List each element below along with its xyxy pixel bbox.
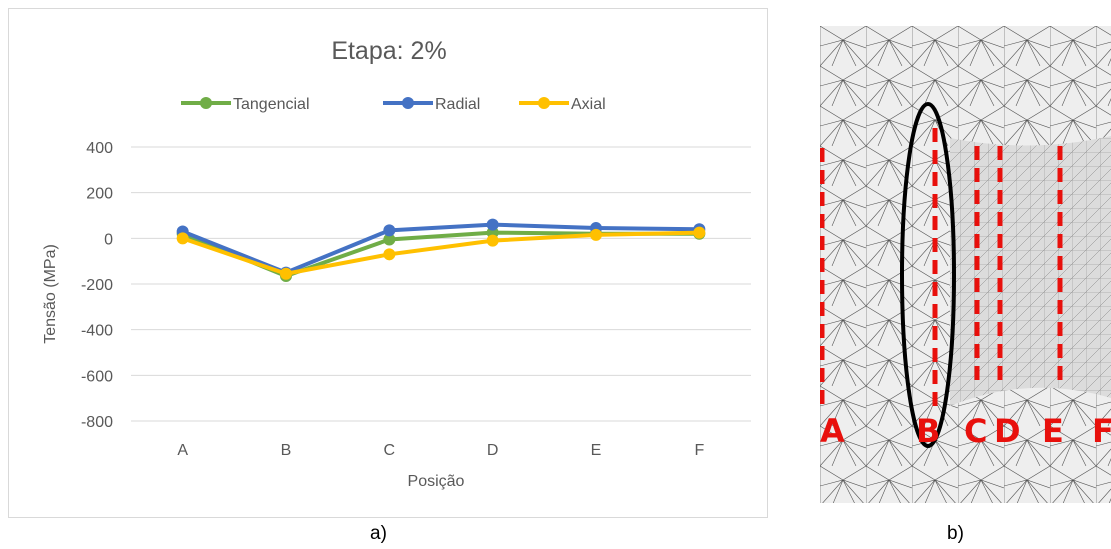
series-line-axial [182,230,700,276]
section-lines [820,128,1063,408]
y-tick-label: -400 [81,323,113,340]
y-tick-label: -800 [81,414,113,431]
legend-label-tangencial: Tangencial [233,96,310,113]
chart-title: Etapa: 2% [331,37,446,65]
series-line-tangencial [181,230,700,279]
x-tick-label: C [384,442,396,459]
y-tick-label: -200 [81,277,113,294]
legend-marker-axial [538,97,550,109]
data-point-tangencial [383,233,396,246]
section-label-e: E [1042,412,1064,450]
data-point-axial [486,234,499,247]
section-label-d: D [994,412,1021,450]
x-tick-label: B [281,442,292,459]
section-label-c: C [964,412,987,450]
y-tick-label: 400 [86,140,113,157]
y-tick-label: -600 [81,368,113,385]
x-tick-label: A [177,442,188,459]
highlight-ellipse [900,102,956,448]
y-tick-label: 200 [86,186,113,203]
legend-marker-tangencial [200,97,212,109]
x-tick-label: F [694,442,704,459]
data-point-axial [280,267,292,280]
caption-a: a) [370,523,387,544]
line-chart: Etapa: 2% Tangencial Radial Axial 400 200 0 -… [42,37,751,490]
section-label-a: A [820,412,845,450]
section-label-f: F [1092,412,1111,450]
y-axis-label: Tensão (MPa) [42,244,59,344]
caption-b: b) [947,523,964,544]
data-point-axial [590,228,602,241]
x-axis-ticks: A B C D E F [177,442,704,459]
data-point-axial [693,226,706,239]
data-point-radial [383,224,396,237]
series-group [176,218,706,283]
x-axis-label: Posição [408,473,465,490]
data-point-axial [383,248,396,261]
y-axis-ticks: 400 200 0 -200 -400 -600 -800 [81,140,113,431]
y-tick-label: 0 [104,231,113,248]
gridlines [131,146,751,422]
x-tick-label: E [591,442,602,459]
chart-legend: Tangencial Radial Axial [181,96,606,113]
x-tick-label: D [487,442,499,459]
data-point-radial [486,218,499,231]
legend-label-axial: Axial [571,96,606,113]
chart-frame: Etapa: 2% Tangencial Radial Axial 400 200 0 -… [8,8,768,518]
neck-region [950,136,1111,406]
data-point-axial [176,232,189,245]
section-label-b: B [916,412,940,450]
legend-label-radial: Radial [435,96,480,113]
legend-marker-radial [402,97,414,109]
